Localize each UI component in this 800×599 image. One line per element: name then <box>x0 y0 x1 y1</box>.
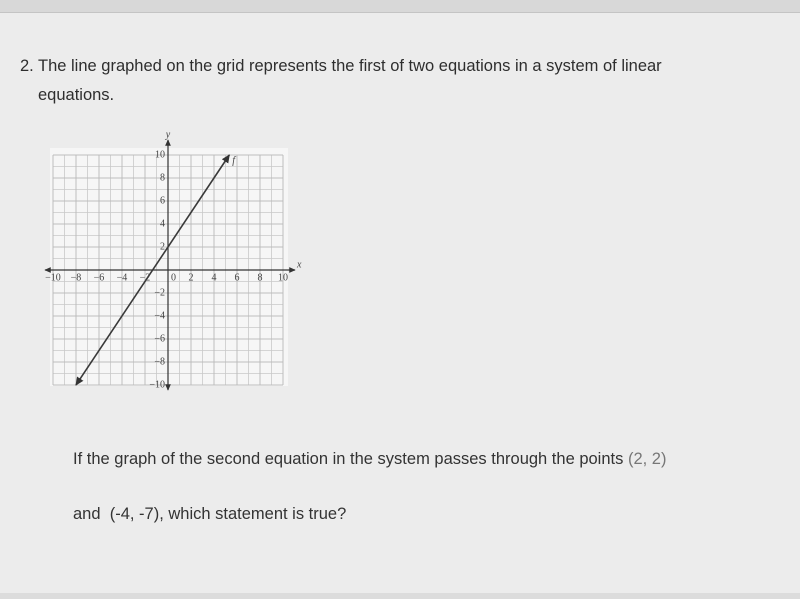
bottom-bar <box>0 593 800 599</box>
y-tick-label: −4 <box>154 310 165 321</box>
x-tick-label: 4 <box>212 272 217 283</box>
y-tick-label: 8 <box>160 172 165 183</box>
prompt-text: and <box>73 505 101 523</box>
data-line <box>75 154 230 386</box>
y-tick-label: 6 <box>160 195 165 206</box>
x-tick-label: −8 <box>71 272 82 283</box>
question-text: equations. <box>38 86 115 104</box>
y-tick-label: −6 <box>154 333 165 344</box>
question-number: 2. <box>20 57 34 75</box>
question: 2. The line graphed on the grid represent… <box>20 52 760 110</box>
line-label: f <box>232 155 236 166</box>
top-bar <box>0 0 800 13</box>
y-tick-label: −10 <box>149 379 165 390</box>
x-tick-label: 8 <box>258 272 263 283</box>
point: (2, 2) <box>627 450 667 468</box>
prompt-line: and (-4, -7), which statement is true? <box>73 505 346 524</box>
x-tick-label: −4 <box>117 272 128 283</box>
y-tick-label: 10 <box>155 149 165 160</box>
question-text: The line graphed on the grid represents … <box>38 57 662 75</box>
y-tick-label: −2 <box>154 287 165 298</box>
prompt-text: , which statement is true? <box>159 505 347 523</box>
y-tick-label: 4 <box>160 218 165 229</box>
prompt-text: If the graph of the second equation in t… <box>73 450 624 468</box>
y-axis-label: y <box>165 129 171 140</box>
y-tick-label: −8 <box>154 356 165 367</box>
point: (-4, -7) <box>109 505 160 523</box>
x-tick-label: −6 <box>94 272 105 283</box>
origin-label: 0 <box>171 272 176 283</box>
prompt-line: If the graph of the second equation in t… <box>73 450 666 469</box>
x-tick-label: −10 <box>45 272 61 283</box>
x-axis-label: x <box>296 259 302 270</box>
x-tick-label: 2 <box>189 272 194 283</box>
x-tick-label: 6 <box>235 272 240 283</box>
y-tick-label: 2 <box>160 241 165 252</box>
x-tick-label: 10 <box>278 272 288 283</box>
